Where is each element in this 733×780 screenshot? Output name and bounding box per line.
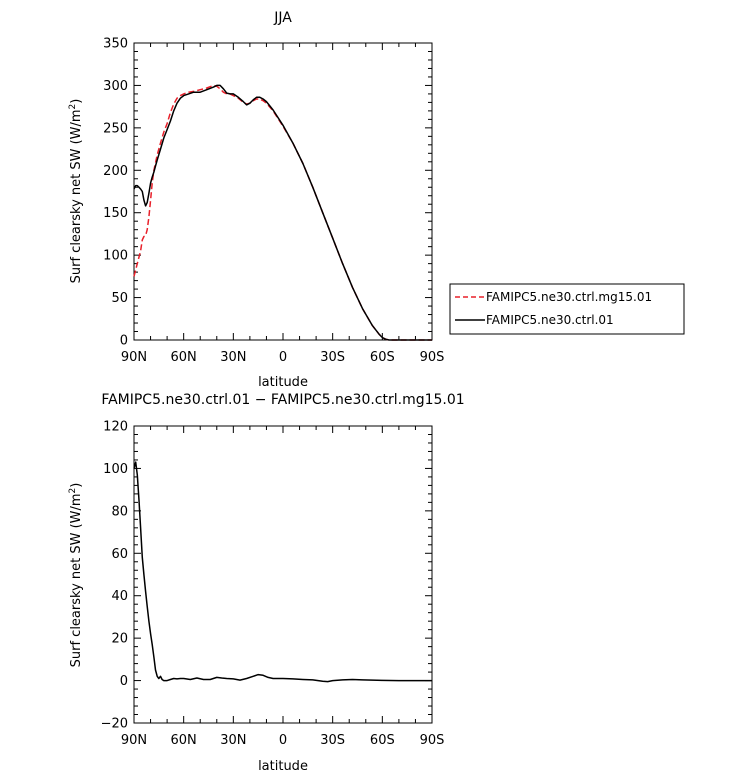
x-tick-label: 30S: [320, 733, 345, 748]
bottom-panel: FAMIPC5.ne30.ctrl.01 − FAMIPC5.ne30.ctrl…: [68, 392, 465, 774]
y-tick-label: 20: [111, 632, 128, 647]
x-tick-label: 0: [279, 733, 287, 748]
bottom-x-axis-label: latitude: [258, 759, 308, 774]
y-tick-label: 40: [111, 589, 128, 604]
top-y-axis: 0 50 100 150 200 250 300 350: [103, 37, 432, 349]
y-tick-label: 250: [103, 121, 128, 136]
y-tick-label: 200: [103, 164, 128, 179]
legend-label-ctrl: FAMIPC5.ne30.ctrl.01: [486, 313, 614, 327]
top-panel: JJA 0 50 100 150 200 250 300 350 90N 60N 30N 0 30S 6…: [68, 10, 685, 390]
y-tick-label: 100: [103, 462, 128, 477]
x-tick-label: 60S: [370, 350, 395, 365]
bottom-chart-title: FAMIPC5.ne30.ctrl.01 − FAMIPC5.ne30.ctrl…: [101, 392, 464, 408]
bottom-series-layer: [133, 461, 432, 683]
y-tick-label: 60: [111, 547, 128, 562]
top-plot-frame: [133, 42, 433, 341]
bottom-y-axis: −20 0 20 40 60 80 100 120: [101, 420, 432, 732]
x-tick-label: 60S: [370, 733, 395, 748]
x-tick-label: 30N: [220, 350, 246, 365]
x-tick-label: 90N: [121, 733, 147, 748]
y-tick-label: 120: [103, 420, 128, 435]
x-tick-label: 90S: [420, 733, 445, 748]
series-line-0: [133, 461, 432, 683]
y-tick-label: 150: [103, 206, 128, 221]
x-tick-label: 90S: [420, 350, 445, 365]
bottom-y-axis-label: Surf clearsky net SW (W/m2): [68, 483, 84, 668]
y-tick-label: 350: [103, 37, 128, 52]
y-tick-label: 0: [120, 334, 128, 349]
y-tick-label: 0: [120, 674, 128, 689]
series-line-0: [133, 84, 432, 341]
top-x-axis: 90N 60N 30N 0 30S 60S 90S: [121, 43, 445, 365]
bottom-x-axis: 90N 60N 30N 0 30S 60S 90S: [121, 426, 445, 748]
x-tick-label: 30S: [320, 350, 345, 365]
top-x-axis-label: latitude: [258, 375, 308, 390]
y-tick-label: −20: [101, 717, 128, 732]
x-tick-label: 0: [279, 350, 287, 365]
x-tick-label: 90N: [121, 350, 147, 365]
series-line-1: [133, 84, 432, 341]
legend-label-mg15: FAMIPC5.ne30.ctrl.mg15.01: [486, 290, 652, 304]
legend: FAMIPC5.ne30.ctrl.mg15.01 FAMIPC5.ne30.c…: [449, 283, 685, 335]
y-tick-label: 80: [111, 504, 128, 519]
y-tick-label: 100: [103, 249, 128, 264]
x-tick-label: 60N: [171, 350, 197, 365]
top-series-layer: [133, 84, 432, 341]
top-y-axis-label: Surf clearsky net SW (W/m2): [68, 99, 84, 284]
top-chart-title: JJA: [273, 10, 292, 26]
x-tick-label: 60N: [171, 733, 197, 748]
x-tick-label: 30N: [220, 733, 246, 748]
y-tick-label: 50: [111, 291, 128, 306]
legend-box: [449, 283, 685, 335]
y-tick-label: 300: [103, 79, 128, 94]
